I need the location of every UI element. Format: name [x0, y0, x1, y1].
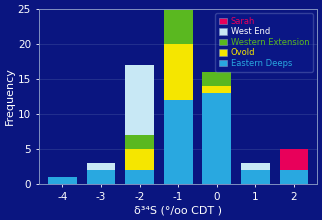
- Bar: [125, 149, 154, 170]
- Legend: Sarah, West End, Western Extension, Ovold, Eastern Deeps: Sarah, West End, Western Extension, Ovol…: [215, 13, 313, 72]
- Bar: [87, 163, 116, 170]
- Bar: [125, 170, 154, 184]
- Bar: [202, 72, 231, 86]
- Bar: [279, 149, 308, 170]
- Bar: [164, 9, 193, 44]
- Bar: [241, 163, 270, 170]
- Bar: [202, 86, 231, 93]
- Bar: [125, 65, 154, 135]
- Y-axis label: Frequency: Frequency: [5, 68, 15, 125]
- Bar: [164, 2, 193, 9]
- X-axis label: δ³⁴S (°/oo CDT ): δ³⁴S (°/oo CDT ): [134, 205, 222, 215]
- Bar: [48, 177, 77, 184]
- Bar: [279, 170, 308, 184]
- Bar: [241, 170, 270, 184]
- Bar: [87, 170, 116, 184]
- Bar: [125, 135, 154, 149]
- Bar: [164, 100, 193, 184]
- Bar: [202, 93, 231, 184]
- Bar: [164, 44, 193, 100]
